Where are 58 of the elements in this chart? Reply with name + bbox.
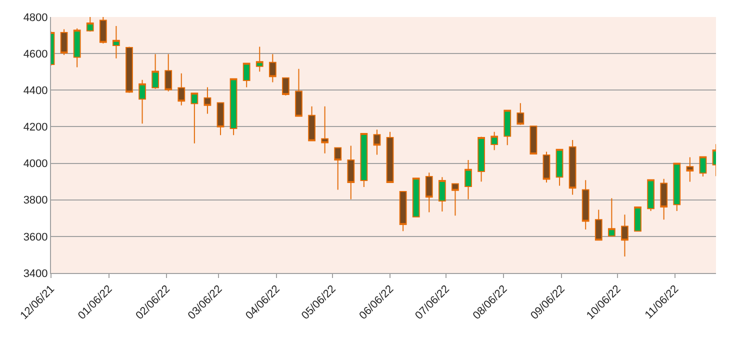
candlestick bbox=[478, 136, 485, 182]
candlestick bbox=[204, 86, 212, 114]
candlestick bbox=[634, 206, 642, 232]
candlestick bbox=[216, 102, 224, 136]
candlestick bbox=[568, 140, 576, 196]
y-tick-label: 3400 bbox=[23, 268, 48, 280]
candlestick bbox=[621, 214, 628, 258]
candlestick bbox=[673, 162, 681, 212]
candlestick bbox=[190, 92, 198, 144]
candlestick bbox=[608, 198, 616, 237]
candlestick bbox=[126, 46, 133, 94]
candlestick bbox=[360, 132, 368, 188]
candlestick bbox=[99, 17, 107, 44]
candlestick bbox=[464, 159, 472, 200]
candlestick bbox=[386, 131, 394, 183]
candlestick bbox=[399, 190, 407, 232]
candlestick bbox=[230, 78, 238, 136]
candlestick bbox=[256, 46, 264, 72]
candlestick bbox=[660, 178, 668, 220]
candlestick bbox=[373, 129, 381, 156]
candlestick bbox=[308, 106, 316, 142]
candlestick bbox=[86, 17, 94, 32]
candlestick bbox=[504, 110, 512, 146]
candlestick bbox=[412, 178, 420, 218]
candlestick bbox=[594, 209, 602, 241]
candlestick bbox=[425, 172, 433, 213]
y-tick-label: 4200 bbox=[23, 122, 48, 134]
candlestick bbox=[321, 106, 329, 154]
y-tick-label: 3800 bbox=[23, 194, 48, 207]
y-tick-label: 4400 bbox=[23, 84, 48, 97]
candlestick bbox=[582, 180, 590, 230]
candlestick bbox=[60, 28, 68, 56]
candlestick bbox=[686, 156, 694, 182]
y-tick-label: 4800 bbox=[23, 12, 48, 24]
candlestick bbox=[438, 176, 446, 212]
candlestick bbox=[112, 25, 120, 59]
candlestick bbox=[490, 131, 498, 151]
candlestick bbox=[542, 151, 550, 183]
candlestick bbox=[282, 77, 290, 96]
candlestick bbox=[138, 79, 146, 124]
candlestick bbox=[164, 54, 172, 92]
candlestick bbox=[516, 102, 524, 126]
candlestick bbox=[178, 72, 186, 106]
candlestick bbox=[334, 147, 342, 190]
y-tick-label: 4000 bbox=[23, 158, 48, 170]
candlestick bbox=[152, 54, 160, 90]
candlestick bbox=[268, 54, 276, 83]
y-tick-label: 4600 bbox=[23, 48, 48, 60]
candlestick bbox=[647, 179, 654, 212]
candlestick bbox=[242, 62, 250, 88]
candlestick bbox=[530, 126, 538, 154]
candlestick bbox=[699, 156, 707, 177]
candlestick bbox=[73, 28, 81, 68]
y-tick-label: 3600 bbox=[23, 231, 48, 244]
candlestick bbox=[556, 148, 564, 186]
candlestick bbox=[295, 68, 302, 117]
candlestick bbox=[347, 145, 355, 200]
candlestick bbox=[452, 183, 459, 216]
